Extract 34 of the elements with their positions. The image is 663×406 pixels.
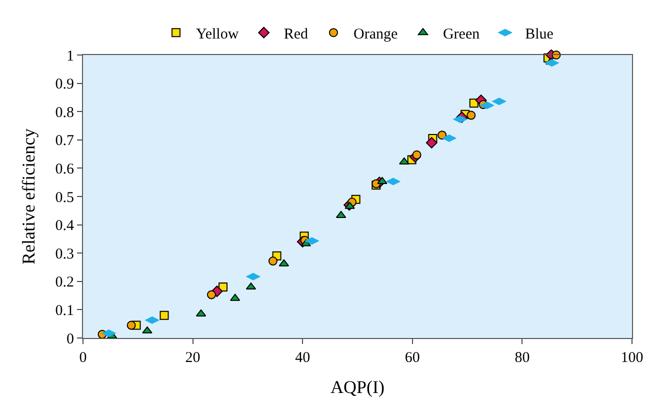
y-tick-label: 0.4 [55,218,74,234]
y-axis-title: Relative efficiency [18,128,38,265]
x-tick-label: 0 [79,350,87,366]
legend-label: Red [284,26,308,42]
x-tick-label: 20 [185,350,200,366]
point [344,202,355,209]
x-tick-label: 60 [404,350,420,366]
point [160,310,169,320]
x-tick-label: 100 [620,350,644,366]
point [126,320,136,330]
y-tick-label: 0.7 [55,133,74,150]
y-tick-label: 0.5 [55,190,74,206]
y-tick-label: 0.2 [55,274,74,291]
point [206,290,216,300]
y-tick-label: 0.8 [55,104,74,121]
x-axis-title: AQP(I) [330,377,384,398]
x-tick-label: 40 [295,350,310,366]
y-tick-label: 0.9 [55,76,74,93]
point [426,137,438,148]
y-tick-label: 0.3 [55,246,74,262]
point [142,326,152,334]
y-tick-label: 0.1 [55,302,74,319]
point [268,256,278,266]
point [466,110,476,120]
point [412,150,422,160]
y-tick-label: 0.6 [55,161,74,178]
x-tick-label: 80 [514,350,530,366]
y-tick-label: 1 [66,48,74,64]
point [399,157,410,164]
y-tick-label: 0 [66,331,74,348]
legend-label: Blue [525,26,554,42]
legend-label: Yellow [196,26,239,42]
legend-label: Orange [353,26,398,42]
legend-label: Green [442,26,480,42]
